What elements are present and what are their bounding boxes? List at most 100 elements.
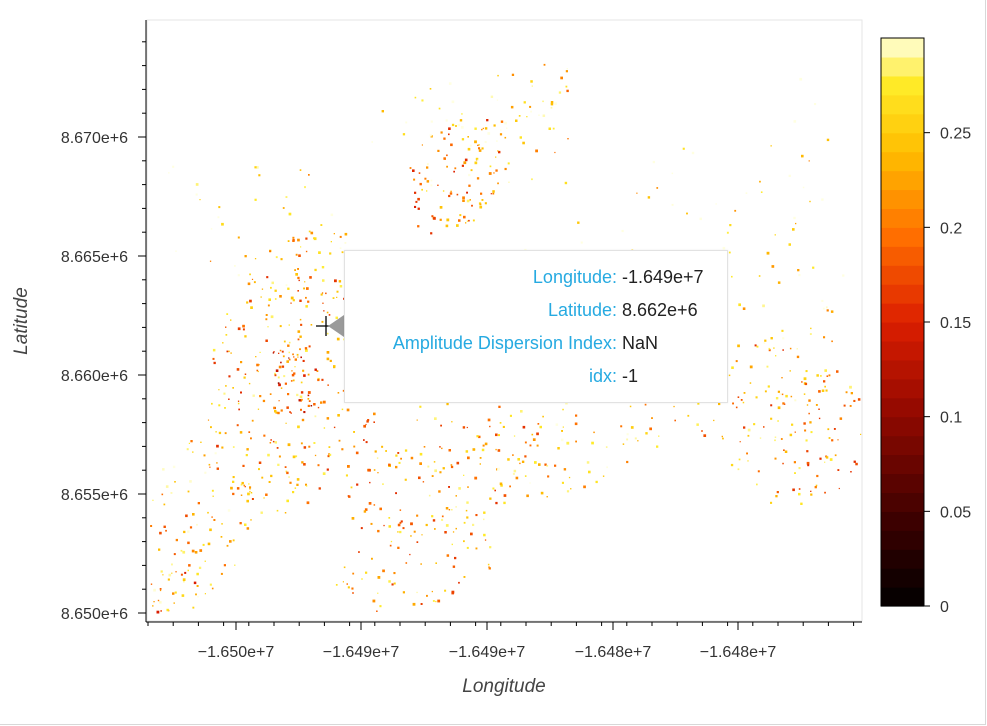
heatmap-pixel [363, 439, 365, 441]
colorbar-segment [881, 38, 924, 58]
heatmap-pixel [299, 395, 303, 399]
heatmap-pixel [277, 376, 280, 379]
heatmap-pixel [825, 306, 828, 309]
heatmap-pixel [192, 606, 195, 609]
heatmap-pixel [828, 374, 831, 377]
heatmap-pixel [777, 390, 780, 393]
heatmap-pixel [489, 497, 492, 500]
heatmap-pixel [237, 402, 240, 405]
heatmap-pixel [280, 409, 283, 412]
heatmap-pixel [373, 412, 376, 416]
heatmap-pixel [212, 495, 214, 497]
heatmap-pixel [297, 338, 300, 341]
heatmap-pixel [299, 169, 302, 171]
tooltip-label: Amplitude Dispersion Index: [392, 333, 617, 353]
heatmap-pixel [342, 581, 344, 583]
heatmap-pixel [409, 167, 412, 169]
heatmap-pixel [402, 133, 406, 136]
heatmap-pixel [158, 548, 161, 551]
heatmap-pixel [775, 355, 777, 357]
heatmap-pixel [462, 196, 465, 200]
heatmap-pixel [294, 269, 296, 271]
heatmap-pixel [824, 369, 827, 372]
heatmap-pixel [622, 443, 625, 445]
tooltip-value: -1.649e+7 [622, 267, 704, 287]
heatmap-pixel [691, 151, 695, 155]
heatmap-pixel [806, 450, 809, 453]
heatmap-pixel [580, 241, 583, 244]
heatmap-pixel [298, 279, 300, 282]
heatmap-pixel [499, 422, 502, 424]
heatmap-pixel [204, 560, 206, 562]
heatmap-pixel [258, 364, 260, 366]
heatmap-pixel [499, 482, 503, 486]
heatmap-pixel [150, 525, 153, 527]
heatmap-pixel [484, 127, 488, 130]
heatmap-pixel [563, 468, 567, 471]
colorbar-tick-label: 0.2 [940, 220, 962, 237]
heatmap-pixel [304, 347, 308, 350]
heatmap-pixel [283, 375, 286, 378]
heatmap-pixel [199, 549, 203, 552]
heatmap-pixel [325, 292, 327, 295]
heatmap-pixel [299, 335, 302, 338]
heatmap-pixel [209, 583, 212, 586]
heatmap-pixel [497, 150, 499, 152]
heatmap-pixel [330, 213, 334, 217]
heatmap-pixel [426, 180, 430, 183]
heatmap-pixel [565, 70, 568, 73]
heatmap-pixel [267, 326, 269, 328]
heatmap-pixel [853, 399, 856, 402]
heatmap-pixel [218, 431, 222, 435]
heatmap-pixel [520, 410, 523, 413]
heatmap-pixel [240, 361, 243, 364]
heatmap-pixel [397, 546, 400, 549]
heatmap-pixel [451, 590, 455, 594]
heatmap-pixel [561, 430, 563, 432]
heatmap-pixel [288, 476, 290, 478]
heatmap-pixel [292, 379, 295, 382]
heatmap-pixel [686, 212, 688, 215]
heatmap-pixel [379, 605, 382, 608]
heatmap-pixel [487, 418, 491, 422]
heatmap-pixel [472, 219, 475, 222]
heatmap-pixel [248, 431, 251, 433]
heatmap-pixel [371, 141, 373, 143]
heatmap-pixel [289, 411, 291, 413]
heatmap-pixel [462, 426, 466, 429]
heatmap-pixel [211, 402, 213, 405]
heatmap-pixel [519, 136, 522, 139]
heatmap-pixel [798, 492, 801, 496]
heatmap-pixel [567, 138, 569, 140]
heatmap-pixel [286, 360, 289, 363]
heatmap-pixel [259, 351, 261, 353]
heatmap-pixel [195, 593, 197, 596]
heatmap-pixel [368, 468, 371, 472]
heatmap-pixel [304, 186, 306, 189]
heatmap-pixel [474, 476, 478, 480]
heatmap-pixel [266, 276, 269, 279]
heatmap-pixel [757, 470, 760, 473]
heatmap-pixel [507, 162, 510, 165]
heatmap-pixel [236, 424, 239, 427]
heatmap-pixel [166, 608, 169, 612]
heatmap-pixel [250, 519, 252, 521]
heatmap-pixel [207, 511, 209, 514]
heatmap-pixel [448, 82, 452, 85]
heatmap-pixel [434, 528, 436, 530]
tooltip-row-amplitude: Amplitude Dispersion Index: NaN [345, 333, 727, 357]
heatmap-pixel [283, 340, 286, 343]
heatmap-pixel [758, 275, 761, 277]
heatmap-pixel [534, 461, 537, 464]
heatmap-pixel [276, 509, 279, 512]
heatmap-pixel [297, 276, 300, 280]
heatmap-pixel [346, 408, 350, 412]
heatmap-pixel [629, 405, 632, 408]
heatmap-pixel [416, 541, 419, 543]
heatmap-pixel [167, 578, 170, 581]
heatmap-pixel [537, 423, 540, 425]
y-axis-title: Latitude [11, 287, 32, 355]
heatmap-pixel [479, 463, 481, 465]
heatmap-pixel [244, 255, 247, 258]
heatmap-pixel [286, 471, 289, 475]
